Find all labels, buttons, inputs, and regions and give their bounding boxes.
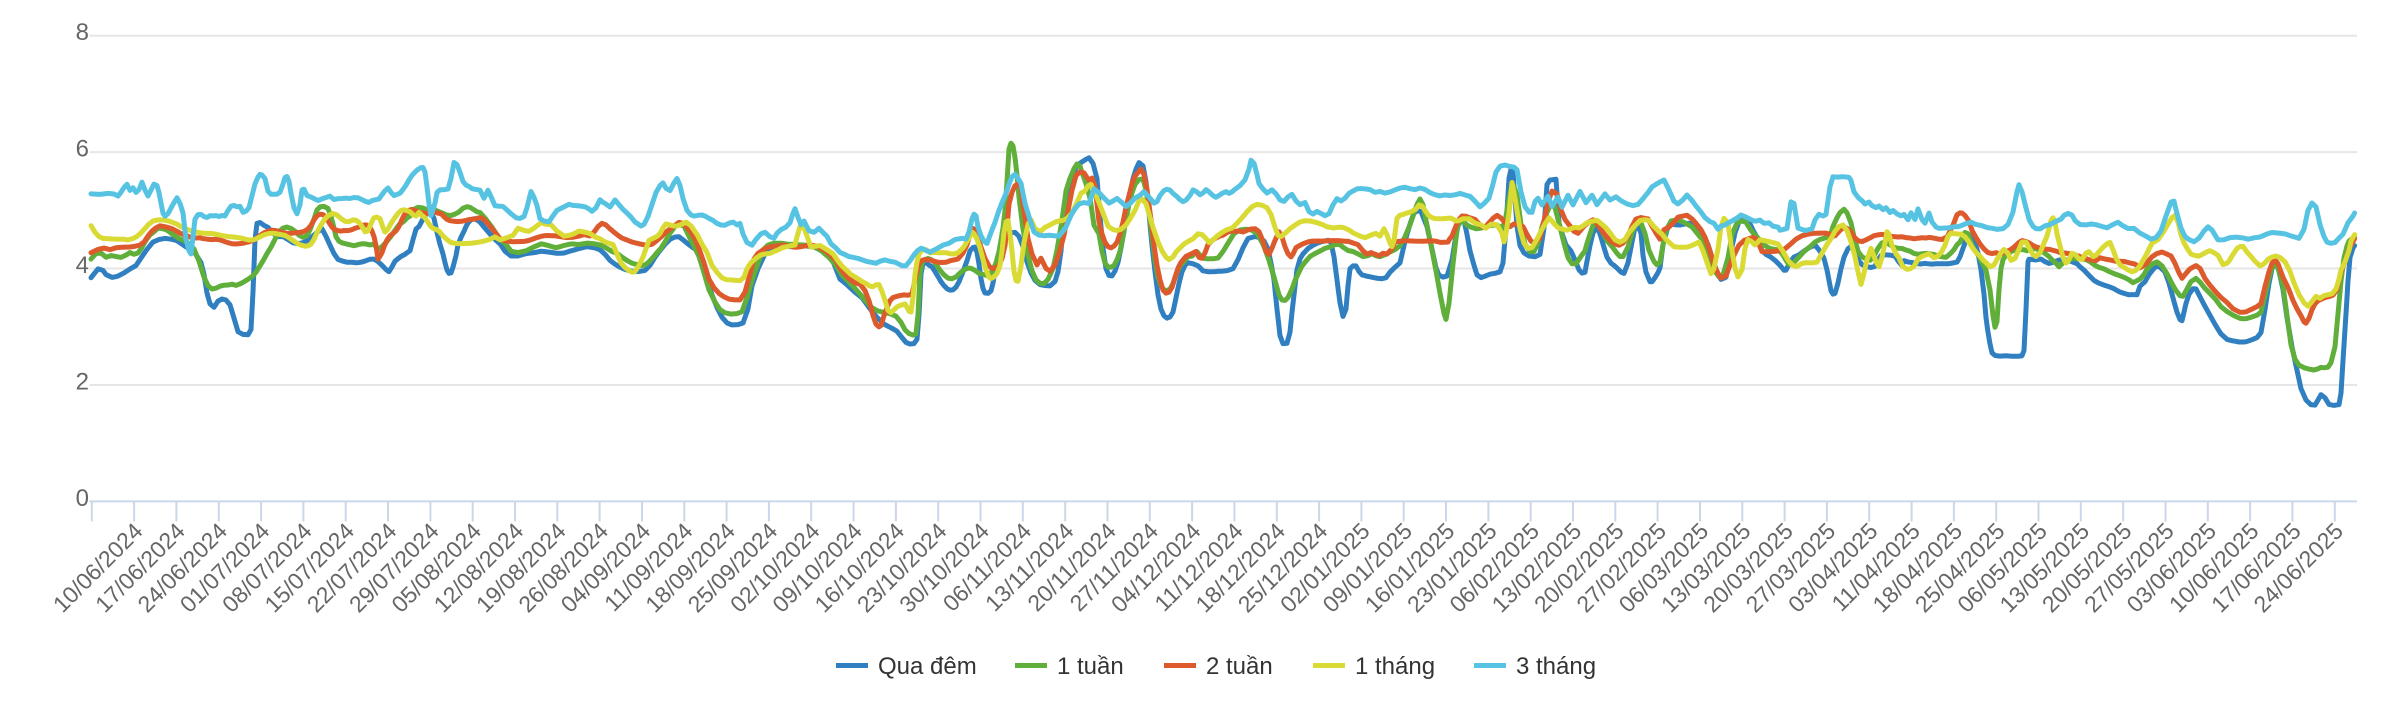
svg-text:3 tháng: 3 tháng: [1516, 653, 1596, 680]
svg-text:Qua đêm: Qua đêm: [878, 653, 977, 680]
svg-text:8: 8: [76, 19, 89, 46]
svg-text:2 tuần: 2 tuần: [1206, 653, 1273, 680]
svg-text:4: 4: [76, 252, 89, 279]
svg-text:0: 0: [76, 485, 89, 512]
svg-text:1 tháng: 1 tháng: [1355, 653, 1435, 680]
svg-text:6: 6: [76, 136, 89, 163]
svg-text:1 tuần: 1 tuần: [1057, 653, 1124, 680]
svg-text:2: 2: [76, 369, 89, 396]
